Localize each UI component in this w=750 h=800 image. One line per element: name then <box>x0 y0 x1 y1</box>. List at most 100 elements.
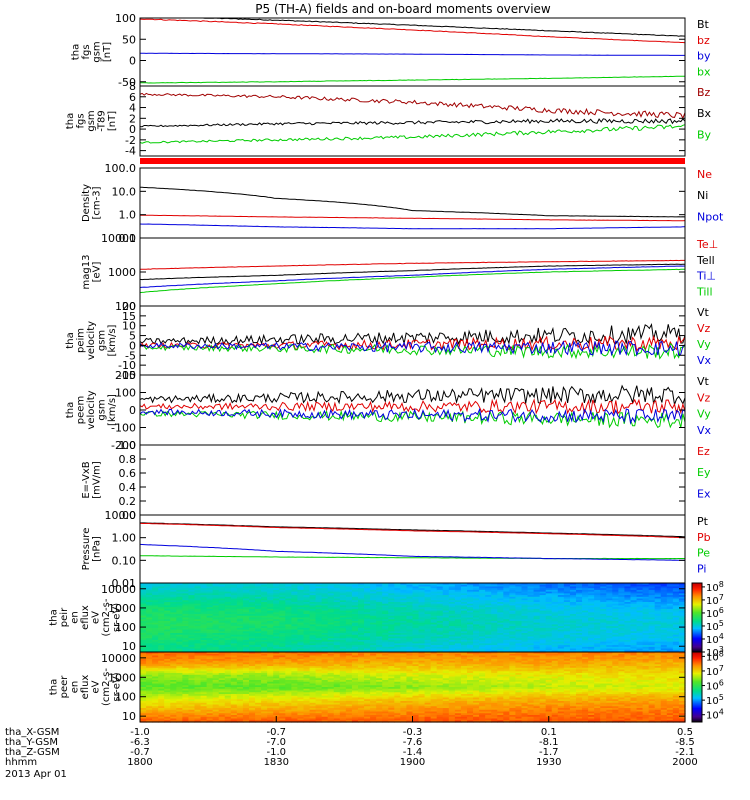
heatmap-cell <box>503 648 510 651</box>
heatmap-cell <box>624 593 632 596</box>
heatmap-cell <box>164 607 171 610</box>
heatmap-cell <box>509 627 517 631</box>
heatmap-cell <box>473 646 480 650</box>
heatmap-cell <box>382 584 389 588</box>
heatmap-cell <box>648 610 656 613</box>
heatmap-cell <box>388 589 395 593</box>
heatmap-cell <box>249 706 256 709</box>
heatmap-cell <box>242 687 250 690</box>
heatmap-cell <box>636 615 644 619</box>
heatmap-cell <box>321 645 329 648</box>
heatmap-cell <box>218 624 226 627</box>
heatmap-cell <box>418 586 426 589</box>
heatmap-cell <box>285 591 292 594</box>
heatmap-cell <box>582 610 589 613</box>
heatmap-cell <box>291 664 299 667</box>
heatmap-cell <box>606 614 613 617</box>
heatmap-cell <box>503 638 510 641</box>
heatmap-cell <box>242 605 250 608</box>
heatmap-cell <box>255 601 262 605</box>
heatmap-cell <box>672 648 680 651</box>
heatmap-cell <box>176 681 183 685</box>
heatmap-cell <box>406 601 414 605</box>
heatmap-cell <box>594 636 601 639</box>
heatmap-cell <box>200 639 208 643</box>
heatmap-cell <box>418 627 426 631</box>
legend-Vx: Vx <box>697 424 712 437</box>
heatmap-cell <box>249 595 256 598</box>
heatmap-cell <box>339 636 347 639</box>
colorbar-cell <box>692 619 702 622</box>
heatmap-cell <box>285 664 292 667</box>
heatmap-cell <box>533 627 541 631</box>
heatmap-cell <box>491 643 498 646</box>
legend-by: by <box>697 50 711 63</box>
heatmap-cell <box>612 643 619 646</box>
heatmap-cell <box>140 660 147 664</box>
heatmap-cell <box>182 600 190 603</box>
heatmap-cell <box>164 708 171 711</box>
heatmap-cell <box>255 694 262 697</box>
heatmap-cell <box>654 620 662 624</box>
heatmap-cell <box>576 588 583 591</box>
heatmap-cell <box>630 629 638 632</box>
heatmap-cell <box>345 636 353 639</box>
heatmap-cell <box>582 583 589 586</box>
legend-bz: bz <box>697 34 710 47</box>
heatmap-cell <box>612 603 619 607</box>
heatmap-cell <box>200 603 208 607</box>
heatmap-cell <box>218 652 226 655</box>
heatmap-cell <box>454 600 462 603</box>
heatmap-cell <box>218 692 226 695</box>
heatmap-cell <box>255 617 262 620</box>
heatmap-cell <box>485 634 492 638</box>
heatmap-cell <box>624 595 632 598</box>
heatmap-cell <box>249 667 256 671</box>
heatmap-cell <box>388 624 395 627</box>
heatmap-cell <box>479 608 486 612</box>
heatmap-cell <box>473 596 480 600</box>
heatmap-cell <box>424 603 432 607</box>
heatmap-cell <box>485 638 492 641</box>
heatmap-cell <box>358 593 365 596</box>
heatmap-cell <box>430 631 438 634</box>
heatmap-cell <box>563 622 571 625</box>
heatmap-cell <box>255 673 262 676</box>
heatmap-cell <box>473 650 480 653</box>
heatmap-cell <box>182 634 190 638</box>
heatmap-cell <box>212 584 220 588</box>
heatmap-cell <box>285 692 292 695</box>
heatmap-cell <box>364 605 371 608</box>
heatmap-cell <box>200 683 208 686</box>
heatmap-cell <box>146 685 153 688</box>
heatmap-cell <box>594 629 601 632</box>
heatmap-cell <box>291 650 299 653</box>
heatmap-cell <box>563 601 571 605</box>
heatmap-cell <box>170 711 177 714</box>
heatmap-cell <box>224 697 232 700</box>
heatmap-cell <box>309 648 317 651</box>
heatmap-cell <box>485 588 492 591</box>
heatmap-cell <box>491 605 498 608</box>
heatmap-cell <box>146 680 153 683</box>
heatmap-cell <box>612 589 619 593</box>
heatmap-cell <box>630 601 638 605</box>
heatmap-cell <box>588 615 595 619</box>
heatmap-cell <box>242 713 250 716</box>
heatmap-cell <box>291 715 299 718</box>
heatmap-cell <box>327 629 335 632</box>
heatmap-cell <box>576 629 583 632</box>
heatmap-cell <box>212 593 220 596</box>
heatmap-cell <box>479 600 486 603</box>
heatmap-cell <box>218 596 226 600</box>
heatmap-cell <box>182 716 190 720</box>
heatmap-cell <box>249 716 256 720</box>
heatmap-cell <box>224 583 232 586</box>
heatmap-cell <box>182 607 190 610</box>
heatmap-cell <box>327 589 335 593</box>
heatmap-cell <box>230 666 238 669</box>
heatmap-cell <box>448 634 456 638</box>
heatmap-cell <box>158 720 165 723</box>
heatmap-cell <box>255 680 262 683</box>
